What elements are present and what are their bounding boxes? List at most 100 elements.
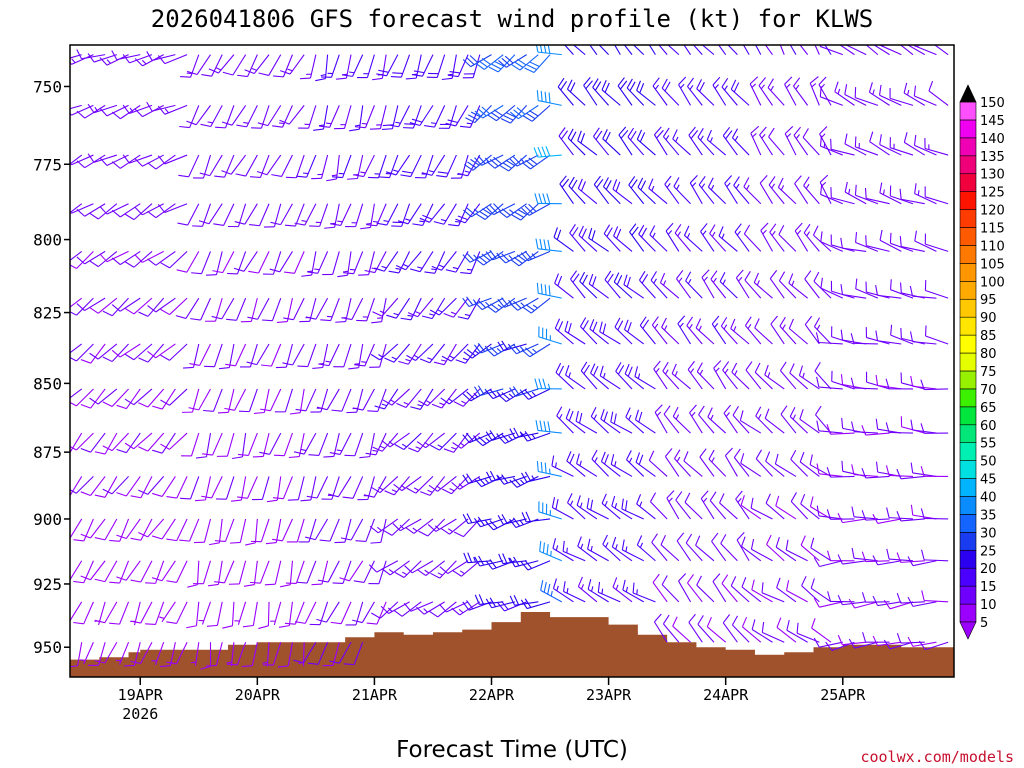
wind-barb	[907, 636, 937, 647]
wind-barb	[498, 203, 527, 218]
wind-barb	[813, 637, 843, 648]
wind-barb	[614, 45, 621, 55]
wind-barb	[755, 406, 773, 434]
wind-barb	[826, 509, 855, 520]
wind-barb	[306, 476, 329, 499]
wind-barb	[578, 225, 598, 252]
wind-barb	[353, 154, 375, 178]
wind-barb	[394, 432, 422, 451]
colorbar-swatch	[959, 370, 977, 390]
wind-barb	[284, 203, 305, 227]
wind-barb	[94, 476, 118, 498]
wind-barb	[775, 537, 797, 562]
wind-barb	[816, 463, 843, 477]
wind-barb	[94, 560, 118, 583]
colorbar-label: 110	[980, 239, 1005, 254]
wind-barb	[914, 183, 937, 205]
wind-barb	[850, 333, 878, 345]
wind-barb	[89, 203, 118, 220]
wind-barb	[579, 317, 598, 345]
colorbar-label: 40	[980, 490, 997, 505]
wind-barb	[651, 316, 668, 345]
wind-barb	[663, 405, 680, 434]
wind-barb	[562, 581, 586, 603]
wind-barb	[815, 332, 843, 345]
colorbar-swatch	[959, 549, 977, 569]
wind-barb	[224, 388, 247, 411]
wind-barb	[218, 343, 235, 370]
wind-barb	[189, 343, 211, 366]
wind-barb	[393, 601, 422, 617]
colorbar-swatch	[959, 191, 977, 210]
wind-barb	[580, 361, 598, 390]
wind-barb	[924, 186, 949, 205]
wind-barb	[629, 223, 645, 252]
wind-barbs	[70, 45, 949, 670]
wind-barb	[371, 601, 399, 619]
wind-barb	[632, 45, 645, 56]
wind-barb	[111, 297, 141, 312]
wind-barb	[601, 80, 621, 106]
wind-barb	[352, 388, 375, 411]
wind-barb	[903, 82, 926, 106]
wind-barb	[744, 271, 762, 299]
wind-barb	[713, 360, 727, 390]
wind-barb	[739, 410, 762, 434]
wind-barb	[452, 560, 481, 577]
colorbar-label: 70	[980, 383, 997, 398]
wind-barb	[612, 577, 633, 603]
wind-barb	[287, 476, 305, 501]
wind-barb	[592, 78, 610, 106]
wind-barb	[355, 105, 375, 129]
wind-barb	[122, 54, 153, 64]
wind-barb	[240, 298, 258, 323]
wind-barb	[200, 642, 212, 670]
wind-barb	[349, 105, 364, 132]
wind-barb	[433, 203, 457, 225]
wind-barb	[683, 45, 692, 55]
wind-barb	[879, 229, 902, 252]
wind-barb	[369, 518, 399, 534]
wind-barb	[201, 476, 223, 499]
wind-barb	[638, 224, 656, 252]
wind-barb	[273, 432, 293, 457]
wind-barb	[533, 146, 562, 158]
wind-barb	[323, 432, 340, 458]
wind-barb	[385, 154, 411, 176]
wind-barb	[428, 601, 457, 618]
wind-barb	[265, 518, 282, 545]
wind-barb	[298, 105, 317, 129]
wind-barb	[611, 495, 633, 520]
wind-barb	[452, 432, 481, 449]
colorbar-label: 105	[980, 257, 1005, 272]
wind-barb	[416, 601, 445, 615]
wind-barb	[698, 405, 715, 434]
wind-barb	[374, 251, 399, 272]
wind-barb	[474, 594, 504, 606]
wind-barb	[733, 448, 750, 477]
x-tick-label: 19APR	[118, 686, 164, 704]
wind-barb	[648, 450, 668, 477]
wind-barb	[685, 533, 703, 562]
wind-barb	[160, 388, 188, 406]
wind-barb	[921, 590, 949, 603]
wind-barb	[794, 222, 809, 252]
wind-barb	[253, 388, 270, 415]
wind-barb	[116, 518, 141, 540]
wind-barb	[664, 448, 680, 477]
wind-barb	[421, 297, 446, 320]
wind-barb	[474, 250, 504, 266]
wind-barb	[650, 271, 668, 299]
wind-barb	[124, 250, 153, 268]
wind-barb	[731, 128, 750, 156]
wind-barb	[388, 105, 411, 128]
wind-barb	[244, 54, 270, 75]
wind-barb	[792, 77, 809, 106]
wind-barb	[636, 80, 656, 106]
wind-barb	[416, 560, 446, 577]
wind-barb	[366, 601, 387, 625]
wind-barb	[296, 560, 317, 584]
wind-barb	[70, 343, 94, 362]
wind-barb	[463, 552, 492, 564]
wind-barb	[433, 343, 457, 366]
